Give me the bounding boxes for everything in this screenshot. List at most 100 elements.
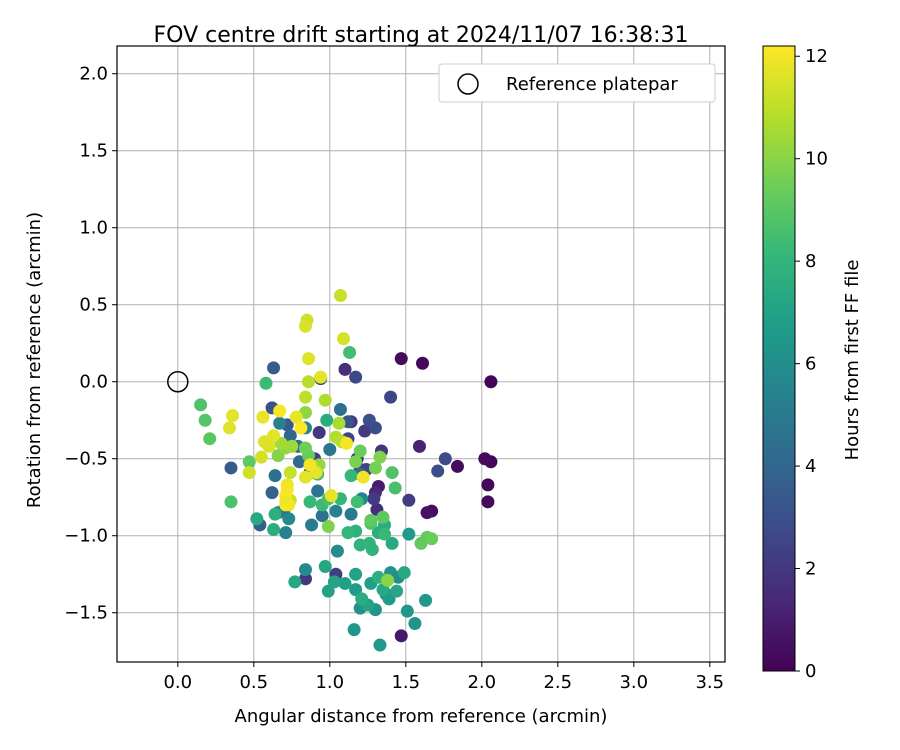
data-point [402, 527, 416, 541]
data-point [390, 584, 404, 598]
colorbar-tick-label: 10 [805, 149, 828, 170]
data-point [373, 638, 387, 652]
y-tick-label: 2.0 [79, 64, 108, 85]
data-point [324, 489, 338, 503]
data-point [420, 506, 434, 520]
data-point [254, 450, 268, 464]
data-point [388, 481, 402, 495]
data-point [368, 461, 382, 475]
y-tick-label: −1.5 [64, 603, 108, 624]
data-point [425, 532, 439, 546]
data-point [484, 375, 498, 389]
data-point [450, 459, 464, 473]
data-point [394, 352, 408, 366]
data-point [365, 543, 379, 557]
data-point [419, 593, 433, 607]
data-point [481, 478, 495, 492]
data-point [481, 495, 495, 509]
legend-marker-reference [457, 73, 479, 95]
x-tick-label: 2.5 [543, 672, 572, 693]
data-point [330, 544, 344, 558]
data-point [333, 288, 347, 302]
colorbar-tick-label: 4 [805, 456, 816, 477]
colorbar-tick-label: 8 [805, 251, 816, 272]
data-point [412, 439, 426, 453]
data-point [224, 461, 238, 475]
data-point [242, 466, 256, 480]
data-point [329, 504, 343, 518]
data-point [285, 439, 299, 453]
y-tick-label: 1.5 [79, 141, 108, 162]
y-tick-label: 1.0 [79, 218, 108, 239]
data-point [283, 429, 297, 443]
data-point [298, 572, 312, 586]
data-point [321, 584, 335, 598]
colorbar-tick-label: 0 [805, 661, 816, 682]
data-point [355, 592, 369, 606]
x-tick-label: 0.5 [239, 672, 268, 693]
data-point [367, 492, 381, 506]
data-point [378, 527, 392, 541]
data-point [343, 345, 357, 359]
data-point [376, 510, 390, 524]
data-point [273, 416, 287, 430]
legend-box [438, 63, 716, 103]
data-point [350, 495, 364, 509]
x-axis-label: Angular distance from reference (arcmin) [235, 706, 608, 727]
data-point [283, 466, 297, 480]
chart-title: FOV centre drift starting at 2024/11/07 … [154, 23, 689, 48]
data-point [385, 536, 399, 550]
data-point [353, 444, 367, 458]
x-tick-label: 2.0 [467, 672, 496, 693]
data-point [362, 413, 376, 427]
data-point [265, 486, 279, 500]
data-point [302, 352, 316, 366]
data-point [349, 583, 363, 597]
data-point [268, 507, 282, 521]
data-point [294, 421, 308, 435]
data-point [267, 523, 281, 537]
data-point [279, 526, 293, 540]
data-point [298, 563, 312, 577]
y-axis-ticks: −1.5 −1.0 −0.5 0.0 0.5 1.0 1.5 2.0 [64, 64, 117, 624]
x-tick-label: 1.5 [391, 672, 420, 693]
data-point [400, 604, 414, 618]
data-point [327, 575, 341, 589]
data-point [303, 495, 317, 509]
data-point [259, 376, 273, 390]
colorbar-ticks: 0 2 4 6 8 10 12 [795, 46, 828, 682]
data-point [288, 575, 302, 589]
data-point [394, 629, 408, 643]
data-point [289, 410, 303, 424]
data-point [311, 484, 325, 498]
data-point [364, 513, 378, 527]
data-point [305, 518, 319, 532]
data-point [416, 356, 430, 370]
data-point [314, 370, 328, 384]
data-point [385, 466, 399, 480]
x-tick-label: 1.0 [315, 672, 344, 693]
reference-marker [167, 370, 189, 393]
data-point [320, 413, 334, 427]
data-point [344, 469, 358, 483]
colorbar-tick-label: 6 [805, 354, 816, 375]
data-point [302, 375, 316, 389]
data-point [257, 435, 271, 449]
data-point [408, 617, 422, 630]
data-point [198, 413, 212, 427]
data-point [478, 452, 492, 466]
data-point [373, 450, 387, 464]
data-point [323, 442, 337, 456]
data-point [203, 432, 217, 446]
data-point [298, 441, 312, 455]
data-point [349, 370, 363, 384]
data-point [267, 429, 281, 443]
legend: Reference platepar [438, 63, 716, 103]
data-point [349, 455, 363, 469]
data-point [282, 512, 296, 526]
legend-label-reference: Reference platepar [506, 74, 678, 95]
data-point [242, 455, 256, 469]
data-point [344, 507, 358, 521]
data-point [256, 410, 270, 424]
